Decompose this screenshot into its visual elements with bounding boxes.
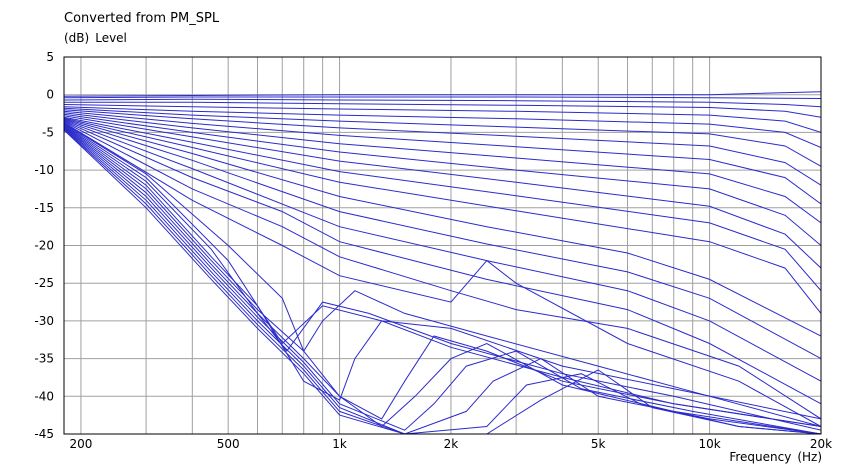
response-curve-8: [64, 109, 821, 186]
response-curve-29: [64, 129, 821, 434]
y-tick-label: -45: [34, 427, 54, 441]
x-tick-label: 20k: [810, 437, 832, 451]
plot-frame: [63, 56, 822, 435]
response-curve-25: [64, 126, 821, 427]
y-tick-label: -40: [34, 389, 54, 403]
response-curve-13: [64, 116, 821, 292]
response-curve-28: [64, 128, 821, 434]
response-curve-15: [64, 118, 821, 337]
y-tick-label: -30: [34, 314, 54, 328]
response-curve-9: [64, 110, 821, 205]
y-tick-label: -35: [34, 352, 54, 366]
y-tick-label: -25: [34, 276, 54, 290]
response-curve-12: [64, 115, 821, 269]
plot-grid: [64, 56, 821, 435]
response-curve-16: [64, 119, 821, 360]
y-tick-label: -20: [34, 239, 54, 253]
response-curve-7: [64, 107, 821, 167]
response-curve-1: [64, 91, 821, 97]
y-tick-label: -5: [42, 125, 54, 139]
x-tick-label: 10k: [698, 437, 720, 451]
response-curve-23: [64, 124, 821, 431]
response-curve-22: [64, 123, 821, 420]
response-curve-3: [64, 98, 821, 108]
x-tick-label: 1k: [332, 437, 347, 451]
y-axis-unit: (dB): [64, 31, 90, 45]
y-tick-label: -15: [34, 201, 54, 215]
response-curve-24: [64, 125, 821, 427]
response-curve-19: [64, 121, 821, 420]
y-tick-labels: 5 0 -5 -10 -15 -20 -25 -30 -35 -40 -45: [34, 50, 54, 441]
plot-curves: [64, 91, 821, 434]
x-tick-label: 5k: [591, 437, 606, 451]
x-axis-unit: (Hz): [797, 450, 822, 464]
response-curve-20: [64, 122, 821, 427]
response-curve-30: [64, 129, 821, 434]
y-tick-label: 0: [46, 88, 54, 102]
x-tick-label: 200: [69, 437, 92, 451]
response-curve-5: [64, 104, 821, 133]
response-curve-14: [64, 117, 821, 314]
response-curve-18: [64, 120, 821, 405]
y-tick-label: -10: [34, 163, 54, 177]
response-curve-21: [64, 122, 821, 427]
response-curve-10: [64, 112, 821, 224]
x-axis-name: Frequency: [729, 450, 792, 464]
response-curve-2: [64, 96, 821, 99]
x-tick-labels: 200 500 1k 2k 5k 10k 20k: [69, 437, 832, 451]
y-axis-label: (dB) Level: [64, 31, 133, 45]
x-axis-label: Frequency (Hz): [723, 450, 822, 464]
response-curve-6: [64, 106, 821, 148]
response-curve-11: [64, 113, 821, 246]
response-curve-4: [64, 101, 821, 118]
y-axis-name: Level: [95, 31, 127, 45]
x-tick-label: 500: [217, 437, 240, 451]
x-tick-label: 2k: [444, 437, 459, 451]
response-curve-27: [64, 127, 821, 434]
chart-title: Converted from PM_SPL: [64, 11, 220, 26]
y-tick-label: 5: [46, 50, 54, 64]
